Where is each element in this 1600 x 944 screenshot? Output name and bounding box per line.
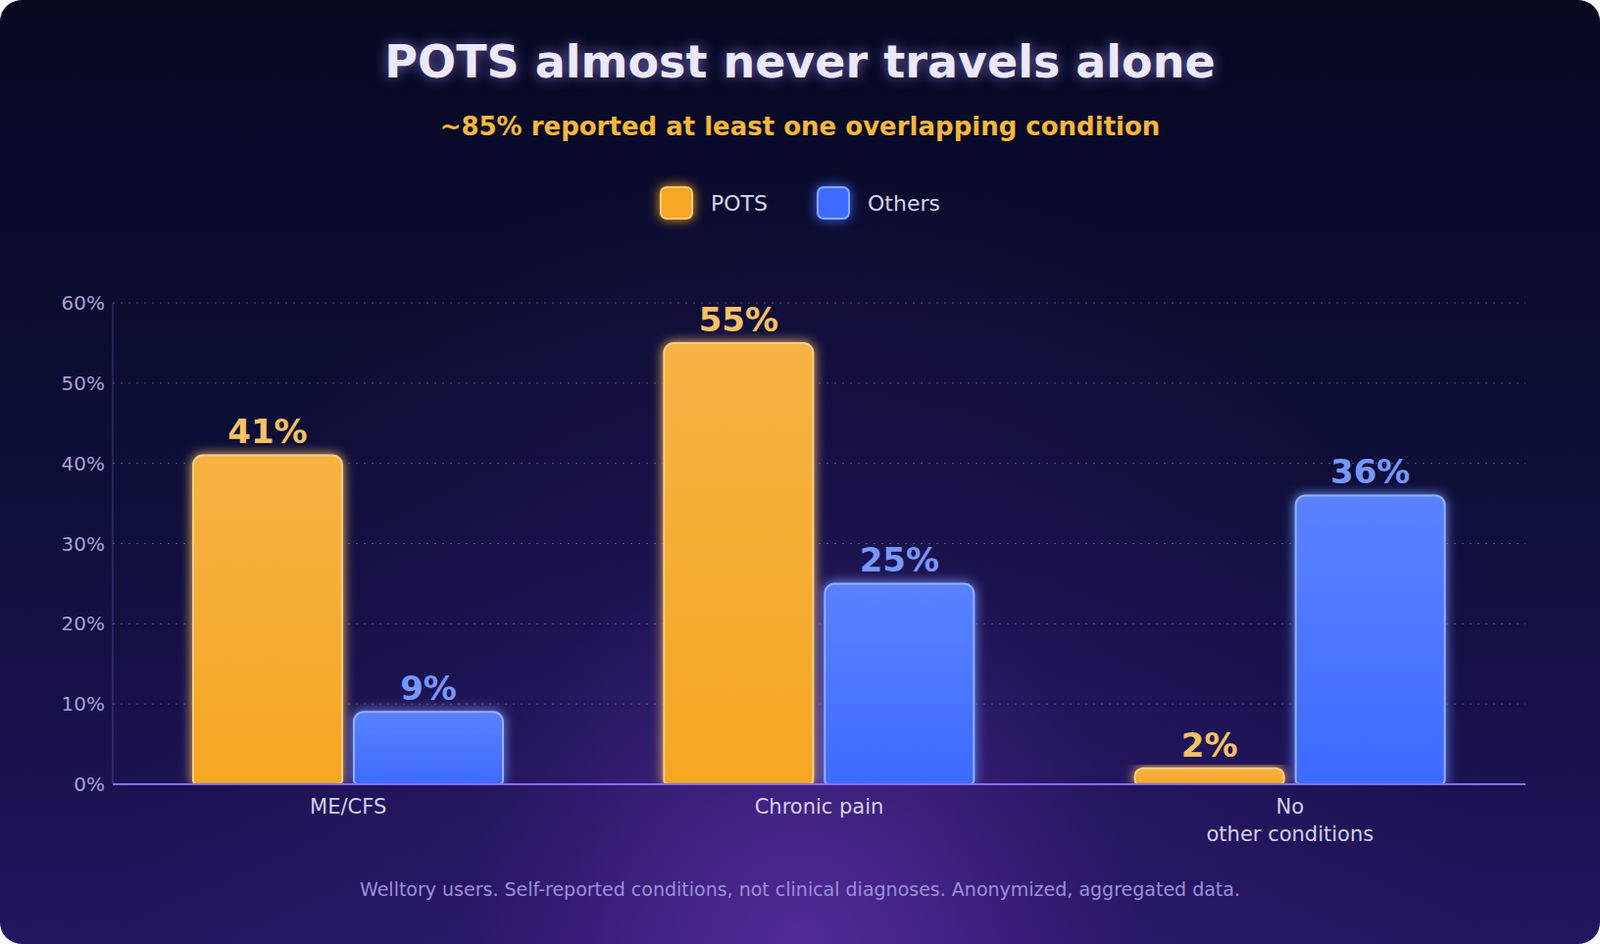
svg-text:9%: 9% — [400, 668, 457, 708]
html-text:POTS: POTS — [710, 190, 768, 216]
svg-text:Chronic pain: Chronic pain — [754, 795, 885, 819]
svg-text:25%: 25% — [859, 540, 940, 580]
html-text:POTS almost never travels alon: POTS almost never travels alone — [384, 35, 1216, 89]
svg-text:40%: 40% — [61, 451, 105, 476]
svg-text:41%: 41% — [227, 411, 307, 451]
svg-text:10%: 10% — [61, 692, 105, 716]
svg-text:50%: 50% — [61, 371, 105, 396]
svg-text:60%: 60% — [61, 291, 105, 315]
html-text:Others: Others — [867, 190, 941, 216]
svg-text:30%: 30% — [61, 532, 105, 556]
svg-text:No: No — [1276, 795, 1305, 819]
svg-text:55%: 55% — [699, 300, 779, 340]
svg-text:36%: 36% — [1330, 451, 1410, 492]
svg-text:0%: 0% — [73, 772, 105, 797]
svg-text:ME/CFS: ME/CFS — [309, 795, 387, 819]
svg-text:2%: 2% — [1181, 725, 1239, 765]
svg-text:other conditions: other conditions — [1206, 822, 1375, 847]
svg-text:20%: 20% — [61, 611, 105, 636]
html-text:~85% reported at least one ove: ~85% reported at least one overlapping c… — [439, 111, 1161, 142]
html-text:Welltory users. Self-reported: Welltory users. Self-reported conditions… — [359, 878, 1241, 900]
